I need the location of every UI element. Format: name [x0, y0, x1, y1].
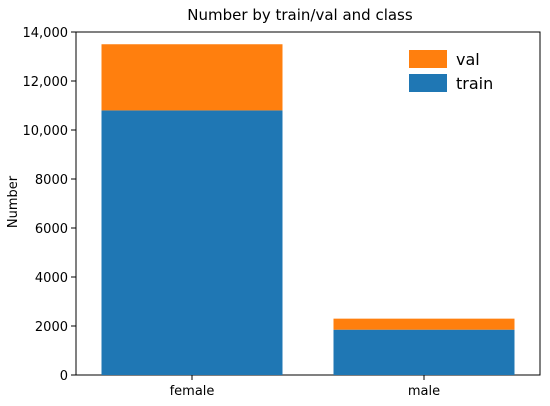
legend-label-val: val — [456, 50, 480, 69]
legend-swatch-train — [409, 74, 447, 92]
legend: val train — [409, 50, 493, 93]
plot-area: female male 0 2000 4000 6000 8000 10,000 12,000 1… — [23, 26, 541, 399]
y-tick-label-4000: 4000 — [35, 271, 68, 286]
y-tick-label-0: 0 — [60, 369, 68, 384]
y-axis-label: Number — [6, 175, 21, 228]
y-tick-label-12000: 12,000 — [23, 75, 69, 90]
y-tick-label-8000: 8000 — [35, 173, 68, 188]
plot-frame — [75, 31, 541, 376]
y-tick-label-6000: 6000 — [35, 222, 68, 237]
x-tick-label-female: female — [170, 384, 215, 399]
legend-label-train: train — [456, 74, 493, 93]
bar-val-female — [101, 44, 283, 111]
y-tick-label-14000: 14,000 — [23, 26, 69, 41]
legend-swatch-val — [409, 50, 447, 68]
bar-val-male — [333, 318, 515, 330]
y-tick-label-2000: 2000 — [35, 320, 68, 335]
chart-title: Number by train/val and class — [187, 6, 413, 24]
bar-train-male — [333, 329, 515, 375]
x-tick-label-male: male — [408, 384, 440, 399]
bar-train-female — [101, 110, 283, 376]
y-tick-label-10000: 10,000 — [23, 124, 69, 139]
